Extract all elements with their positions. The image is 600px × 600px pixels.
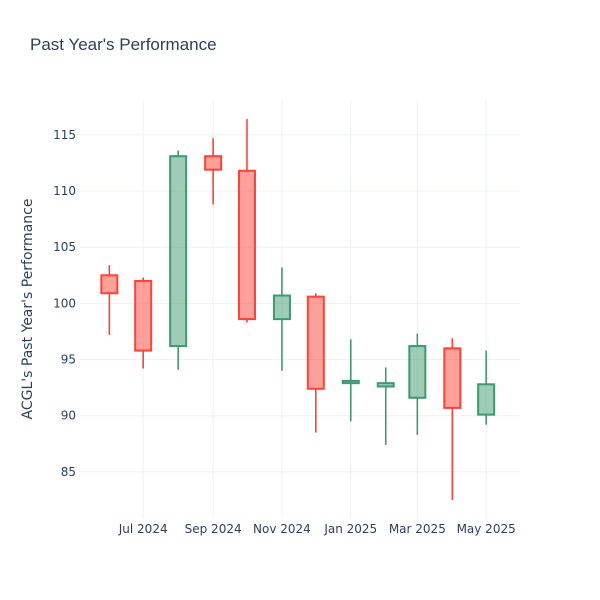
candle-body bbox=[237, 169, 256, 321]
x-tick-label: Mar 2025 bbox=[389, 522, 446, 536]
y-tick-label: 95 bbox=[61, 353, 76, 367]
y-tick-label: 100 bbox=[53, 296, 76, 310]
candle-body bbox=[134, 279, 153, 352]
candle-body bbox=[169, 155, 188, 348]
y-axis-ticks: 85 90 95 100 105 110 115 bbox=[53, 128, 76, 479]
candle-decreasing bbox=[100, 265, 119, 335]
y-tick-label: 105 bbox=[53, 240, 76, 254]
candle-body bbox=[443, 347, 462, 409]
candle-decreasing bbox=[443, 338, 462, 501]
x-axis-ticks: Jul 2024 Sep 2024 Nov 2024 Jan 2025 Mar 2025… bbox=[118, 522, 516, 536]
grid bbox=[80, 100, 520, 518]
x-tick-label: Sep 2024 bbox=[185, 522, 242, 536]
candle-decreasing bbox=[237, 119, 256, 323]
candle-body bbox=[341, 379, 360, 385]
candle-increasing bbox=[376, 367, 395, 445]
candle-increasing bbox=[477, 350, 496, 425]
candle-increasing bbox=[341, 339, 360, 422]
candles bbox=[100, 119, 496, 501]
candle-increasing bbox=[272, 267, 291, 371]
candle-body bbox=[100, 274, 119, 295]
candle-body bbox=[376, 382, 395, 388]
x-tick-label: Jan 2025 bbox=[323, 522, 377, 536]
candle-increasing bbox=[169, 150, 188, 370]
candle-decreasing bbox=[134, 277, 153, 369]
y-tick-label: 85 bbox=[61, 465, 76, 479]
candle-increasing bbox=[408, 333, 427, 435]
y-axis-label: ACGL's Past Year's Performance bbox=[20, 199, 36, 420]
candle-decreasing bbox=[306, 293, 325, 433]
candle-decreasing bbox=[204, 138, 223, 205]
chart-title: Past Year's Performance bbox=[30, 35, 217, 54]
candle-body bbox=[204, 155, 223, 171]
y-tick-label: 110 bbox=[53, 184, 76, 198]
y-tick-label: 90 bbox=[61, 409, 76, 423]
candle-body bbox=[408, 345, 427, 399]
x-tick-label: Jul 2024 bbox=[118, 522, 168, 536]
candle-body bbox=[272, 294, 291, 321]
x-tick-label: May 2025 bbox=[457, 522, 516, 536]
y-tick-label: 115 bbox=[53, 128, 76, 142]
candle-body bbox=[477, 383, 496, 416]
x-tick-label: Nov 2024 bbox=[253, 522, 311, 536]
candle-body bbox=[306, 295, 325, 390]
